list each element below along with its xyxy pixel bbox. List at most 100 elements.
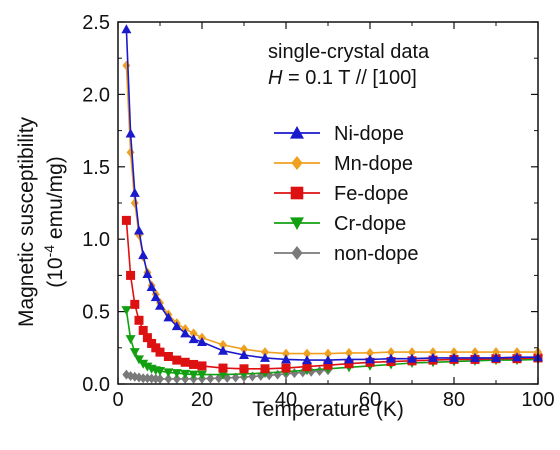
legend-item-non-dope: non-dope [274,243,419,265]
data-point-ni-dope [188,334,199,344]
series-layer [121,24,543,384]
data-point-ni-dope [239,350,249,360]
legend-item-fe-dope: Fe-dope [274,183,409,205]
data-point-mn-dope [345,347,353,358]
data-point-non-dope [290,368,299,379]
data-point-ni-dope [323,355,333,365]
data-point-cr-dope [197,370,207,380]
data-point-mn-dope [450,347,458,358]
data-point-ni-dope [428,352,438,362]
plot-frame [117,21,539,385]
data-point-ni-dope [129,187,140,197]
data-point-fe-dope [323,360,333,370]
data-point-non-dope [156,373,164,384]
data-point-ni-dope [365,354,375,364]
data-point-cr-dope [155,366,165,376]
data-point-fe-dope [126,270,136,280]
data-point-fe-dope [163,351,173,361]
data-point-non-dope [206,373,215,384]
y-axis-title: Magnetic susceptibility [15,116,38,327]
annotation-line-1: single-crystal data [268,41,430,63]
data-point-mn-dope [189,328,198,339]
y-tick-label: 1.5 [82,157,110,179]
legend-label: Fe-dope [334,183,409,205]
data-point-mn-dope [122,60,131,71]
data-point-cr-dope [125,335,136,345]
data-point-non-dope [151,373,160,384]
data-point-cr-dope [129,348,140,358]
legend-label: non-dope [334,243,419,265]
data-point-non-dope [139,373,148,384]
legend-marker [291,246,303,260]
series-ni-dope [121,24,543,365]
series-line-mn-dope [125,65,538,355]
data-point-ni-dope [180,328,191,338]
y-tick-label: 0.0 [82,374,110,396]
data-point-mn-dope [366,347,374,358]
series-fe-dope [121,215,543,374]
legend-label: Ni-dope [334,123,404,145]
y-axis-unit: (10-4 emu/mg) [41,156,67,288]
data-point-fe-dope [142,333,152,343]
data-point-ni-dope [407,353,417,363]
data-point-cr-dope [180,369,191,379]
data-point-mn-dope [240,344,248,355]
data-point-ni-dope [138,250,149,260]
legend-item-ni-dope: Ni-dope [274,123,404,145]
data-point-non-dope [273,369,282,380]
data-point-ni-dope [163,312,174,322]
data-point-fe-dope [134,315,144,325]
data-point-mn-dope [282,348,290,359]
data-point-ni-dope [260,352,270,362]
y-tick-label: 2.5 [82,12,110,34]
data-point-mn-dope [387,347,395,358]
data-point-ni-dope [512,352,522,362]
data-point-fe-dope [155,347,165,357]
x-tick-label: 80 [443,389,465,411]
data-point-fe-dope [281,363,291,373]
data-point-non-dope [181,373,190,384]
data-point-fe-dope [218,363,228,373]
data-point-non-dope [315,365,324,376]
data-point-mn-dope [324,348,332,359]
data-point-fe-dope [172,355,182,365]
annotation-line-2: H = 0.1 T // [100] [268,67,417,89]
data-point-fe-dope [344,359,354,369]
data-point-mn-dope [126,147,135,158]
data-point-mn-dope [492,347,500,358]
x-tick-label: 20 [191,389,213,411]
data-point-cr-dope [218,370,228,380]
data-point-ni-dope [146,281,157,291]
data-point-fe-dope [180,357,190,367]
x-tick-label: 40 [275,389,297,411]
data-point-fe-dope [260,364,270,374]
series-non-dope [122,365,332,384]
data-point-cr-dope [171,369,182,379]
data-point-cr-dope [188,370,199,380]
data-point-fe-dope [138,325,148,335]
data-point-non-dope [214,373,223,384]
legend-marker [291,156,303,170]
data-point-fe-dope [121,215,131,225]
series-line-fe-dope [125,220,539,370]
data-point-fe-dope [302,362,312,372]
x-axis-title: Temperature (K) [252,398,404,421]
y-tick-label: 0.5 [82,302,110,324]
data-point-mn-dope [429,347,437,358]
x-tick-label: 0 [112,389,123,411]
data-point-mn-dope [219,339,227,350]
data-point-ni-dope [171,321,182,331]
data-point-ni-dope [449,352,459,362]
data-point-ni-dope [386,353,396,363]
data-point-ni-dope [150,292,161,302]
data-point-mn-dope [513,347,521,358]
data-point-mn-dope [408,347,416,358]
data-point-non-dope [172,373,181,384]
legend-label: Mn-dope [334,153,413,175]
data-point-ni-dope [218,345,228,355]
axis-ticks: 0 20 40 60 80 100 0.0 0.5 1.0 1.5 2.0 2.5 [82,12,555,411]
data-point-ni-dope [470,352,480,362]
legend-label: Cr-dope [334,213,406,235]
data-point-ni-dope [491,352,501,362]
data-point-cr-dope [138,359,149,369]
